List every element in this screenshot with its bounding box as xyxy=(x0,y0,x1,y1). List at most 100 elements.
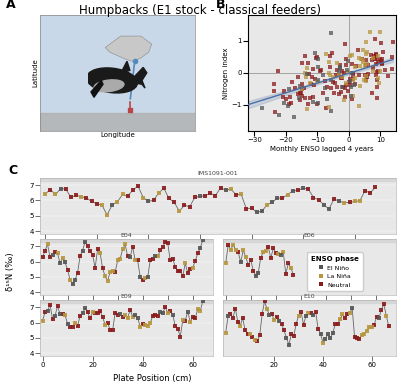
Point xyxy=(347,78,353,84)
Point xyxy=(318,67,324,73)
Point xyxy=(97,308,103,314)
Point xyxy=(64,267,71,273)
Point xyxy=(62,312,68,318)
Point xyxy=(72,277,78,283)
Point xyxy=(362,51,369,57)
Point xyxy=(132,257,138,264)
Point xyxy=(150,197,157,203)
Point xyxy=(104,212,110,218)
Point xyxy=(370,64,376,70)
Point xyxy=(334,60,340,66)
Point xyxy=(181,202,188,208)
Point xyxy=(346,79,352,85)
Point xyxy=(180,273,186,279)
Point xyxy=(275,251,282,257)
Point xyxy=(339,311,346,317)
Point xyxy=(124,193,131,199)
Point xyxy=(352,334,358,340)
Point xyxy=(230,315,236,321)
Point xyxy=(352,64,358,70)
Point xyxy=(353,63,360,69)
Point xyxy=(346,200,353,206)
Point xyxy=(222,260,229,266)
Point xyxy=(127,307,133,313)
Point xyxy=(261,298,268,304)
Point xyxy=(232,247,239,253)
Point xyxy=(137,274,143,280)
Point xyxy=(92,309,98,316)
Point xyxy=(174,268,181,274)
Point xyxy=(252,337,258,343)
Title: E09: E09 xyxy=(120,294,132,299)
Point xyxy=(62,259,68,265)
Point xyxy=(278,252,284,258)
Point xyxy=(295,187,301,193)
Point xyxy=(62,186,69,192)
Point xyxy=(336,68,342,74)
Point xyxy=(270,81,277,87)
Point xyxy=(337,316,343,322)
Point xyxy=(94,246,101,252)
Point xyxy=(247,331,253,337)
Point xyxy=(299,86,306,92)
Point xyxy=(112,269,118,275)
Point xyxy=(356,72,362,79)
Point xyxy=(347,53,353,59)
Point xyxy=(182,318,188,324)
Point xyxy=(212,193,219,199)
Point xyxy=(370,67,376,74)
Point xyxy=(343,80,349,86)
Point xyxy=(242,254,249,260)
Point xyxy=(326,70,332,76)
Point xyxy=(270,246,276,252)
Point xyxy=(367,190,374,196)
Point xyxy=(302,53,309,59)
Point xyxy=(312,55,319,61)
Point xyxy=(290,188,296,194)
Point xyxy=(377,56,383,62)
Point xyxy=(292,85,298,92)
Text: δ¹⁵N (‰): δ¹⁵N (‰) xyxy=(6,253,14,291)
Point xyxy=(305,61,312,67)
Point xyxy=(64,321,71,327)
Point xyxy=(192,195,198,201)
Point xyxy=(197,193,203,200)
Point xyxy=(373,51,380,57)
Point xyxy=(194,306,201,312)
Point xyxy=(378,56,385,62)
Point xyxy=(316,197,322,203)
Point xyxy=(266,312,273,318)
Point xyxy=(124,254,131,260)
Point xyxy=(114,311,121,318)
Point xyxy=(269,199,275,205)
Point xyxy=(334,67,340,73)
Point xyxy=(73,192,79,198)
Point xyxy=(349,305,355,311)
Point xyxy=(176,208,182,214)
Point xyxy=(152,312,158,318)
Point xyxy=(372,56,379,62)
Point xyxy=(371,322,377,328)
Point xyxy=(157,247,164,254)
Point xyxy=(304,71,310,77)
Point xyxy=(102,322,108,328)
Point xyxy=(107,327,113,333)
Point xyxy=(349,96,355,102)
Point xyxy=(326,59,332,65)
Point xyxy=(373,61,379,67)
Point xyxy=(271,317,278,323)
Point xyxy=(350,77,356,83)
Point xyxy=(352,75,358,81)
Point xyxy=(390,39,396,45)
Point xyxy=(341,200,348,206)
Point xyxy=(310,195,317,201)
Point xyxy=(310,66,316,72)
Point xyxy=(338,74,345,80)
Point xyxy=(259,208,265,214)
Point xyxy=(371,36,378,43)
Point xyxy=(157,309,164,315)
Point xyxy=(52,249,58,255)
Point xyxy=(377,67,383,74)
Point xyxy=(304,65,310,72)
Point xyxy=(330,79,336,85)
